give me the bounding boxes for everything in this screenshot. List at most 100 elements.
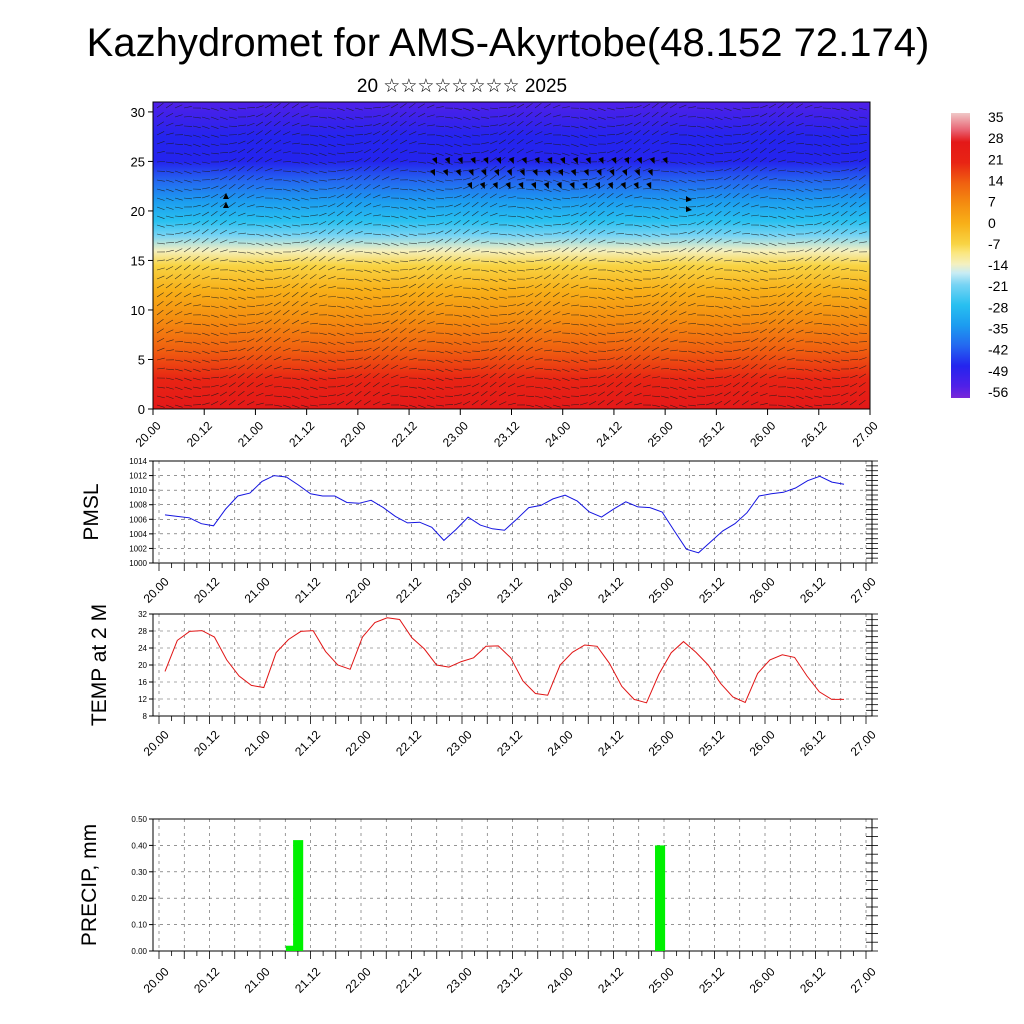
wind-barb (570, 265, 578, 271)
wind-barb (273, 233, 282, 237)
wind-barb (768, 319, 776, 325)
wind-barb (309, 322, 318, 325)
wind-barb (705, 134, 714, 139)
wind-barb (534, 242, 543, 245)
wind-barb (201, 152, 210, 156)
wind-barb (426, 256, 435, 262)
x-tick-label: 25.12 (696, 574, 727, 605)
wind-barb (516, 167, 525, 172)
wind-barb (813, 170, 822, 174)
wind-barb (444, 116, 453, 119)
wind-barb (390, 251, 399, 255)
wind-barb (174, 292, 182, 298)
wind-barb (192, 238, 200, 244)
wind-barb (687, 134, 696, 137)
wind-barb (255, 287, 264, 290)
wind-barb (678, 321, 687, 325)
wind-barb (525, 206, 534, 210)
wind-barb (426, 386, 435, 391)
wind-barb (444, 134, 453, 138)
x-ticks (158, 951, 867, 959)
wind-barb (363, 260, 372, 264)
wind-barb (489, 193, 497, 199)
wind-barb (588, 376, 597, 379)
wind-barb (732, 231, 741, 235)
wind-barb (849, 305, 858, 309)
wind-barb (678, 206, 687, 209)
wind-barb (660, 300, 668, 307)
wind-barb (624, 269, 633, 274)
wind-barb (813, 341, 822, 344)
wind-barb (723, 323, 732, 327)
wind-barb (300, 104, 309, 109)
wind-barb (210, 305, 219, 309)
wind-barb (858, 287, 867, 291)
wind-barb (444, 350, 453, 354)
wind-barb (642, 384, 651, 388)
wind-barb (507, 320, 516, 325)
wind-barb (183, 404, 192, 407)
wind-barb (813, 188, 822, 191)
wind-barb (462, 238, 470, 244)
wind-barb (489, 339, 498, 343)
wind-barb (399, 206, 408, 210)
wind-barb (273, 130, 281, 136)
wind-barb (372, 175, 380, 181)
wind-barb (183, 106, 192, 109)
wind-barb (480, 390, 488, 397)
wind-barb (309, 274, 317, 280)
wind-barb (426, 311, 435, 316)
wind-barb (732, 269, 741, 272)
wind-barb (363, 331, 372, 334)
wind-barb (219, 341, 228, 344)
wind-barb (840, 134, 849, 138)
wind-barb (336, 277, 345, 280)
wind-barb (768, 374, 777, 379)
wind-barb (363, 305, 372, 309)
wind-barb (219, 176, 228, 181)
wind-barb (381, 312, 390, 316)
wind-barb (300, 377, 309, 381)
wind-barb (453, 305, 463, 307)
wind-barb (300, 331, 309, 334)
wind-barb (615, 260, 624, 264)
wind-barb (813, 386, 822, 390)
wind-barb (282, 215, 291, 219)
wind-barb (516, 384, 525, 388)
wind-barb (426, 240, 435, 244)
wind-barb (417, 377, 426, 381)
wind-barb (246, 287, 255, 291)
wind-barb (552, 256, 560, 262)
wind-barb (678, 404, 687, 408)
wind-barb (777, 276, 786, 280)
wind-barb (840, 376, 849, 379)
wind-barb (336, 392, 345, 397)
wind-barb (804, 188, 813, 192)
wind-barb (192, 332, 201, 335)
wind-barb (264, 345, 272, 352)
wind-barb (561, 386, 570, 390)
wind-flag (496, 157, 501, 164)
wind-barb (435, 188, 444, 191)
wind-barb (579, 256, 588, 262)
wind-barb (525, 139, 534, 145)
wind-barb (462, 219, 470, 226)
wind-barb (543, 113, 552, 118)
wind-barb (219, 249, 228, 253)
wind-barb (336, 376, 345, 379)
wind-barb (282, 242, 291, 245)
wind-barb (381, 402, 390, 406)
wind-barb (507, 176, 516, 181)
wind-barb (435, 255, 443, 262)
wind-barb (291, 188, 300, 192)
wind-barb (390, 328, 398, 334)
wind-barb (273, 251, 282, 254)
wind-barb (750, 139, 758, 145)
wind-barb (336, 152, 345, 155)
wind-barb (426, 301, 435, 307)
wind-flag (582, 182, 588, 189)
wind-barb (750, 363, 758, 370)
wind-barb (858, 166, 866, 172)
wind-barb (462, 116, 471, 121)
wind-barb (336, 384, 345, 388)
